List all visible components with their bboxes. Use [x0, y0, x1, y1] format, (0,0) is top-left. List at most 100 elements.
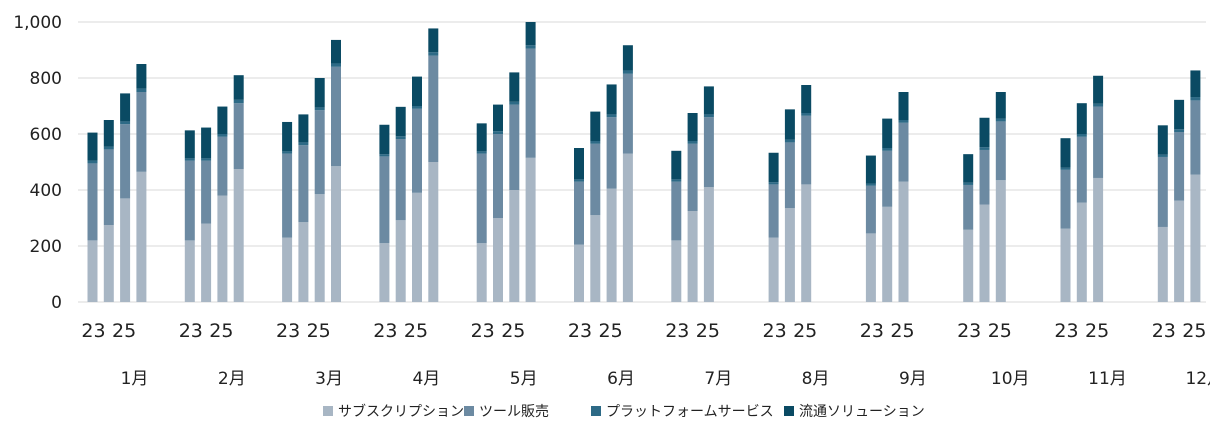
bar-segment [865, 183, 876, 186]
bar-segment [103, 225, 114, 302]
bar-segment [622, 153, 633, 302]
bar-segment [493, 131, 503, 134]
bar-segment [184, 158, 195, 161]
bar-segment [379, 156, 390, 244]
bar-segment [1076, 202, 1087, 302]
bar-segment [1060, 169, 1071, 229]
month-label: 10月 [991, 369, 1030, 389]
bar-segment [428, 55, 439, 162]
bar-segment [184, 130, 195, 159]
bar-segment [687, 143, 698, 211]
bar-segment [768, 184, 779, 238]
bar-segment [136, 64, 147, 89]
bar-segment [217, 136, 228, 196]
bar-segment [574, 181, 584, 245]
bar-segment [1076, 136, 1087, 203]
bar-segment [963, 182, 974, 185]
bar-segment [606, 117, 617, 189]
legend-label: ツール販売 [479, 404, 549, 420]
bar-segment [509, 101, 520, 105]
bar-segment [314, 110, 325, 195]
bar-segment [87, 132, 98, 161]
bar-segment [995, 180, 1006, 302]
y-tick-label: 1,000 [13, 13, 62, 33]
bar-segment [622, 45, 633, 71]
bar-segment [184, 160, 195, 241]
legend-swatch [323, 406, 333, 416]
bar-segment [979, 147, 990, 150]
month-label: 7月 [704, 369, 732, 389]
bar-segment [963, 154, 974, 183]
bar-segment [703, 117, 714, 188]
month-labels: 1月 2月 3月 4月 5月 6月 7月 8月 9月 10月 11月 12月 [121, 369, 1210, 389]
bar-segment [233, 75, 244, 100]
bar-segment [590, 143, 601, 216]
bar-segment [687, 113, 698, 141]
legend-swatch [784, 406, 794, 416]
bar-segment [865, 185, 876, 234]
legend-swatch [591, 406, 601, 416]
bar-segment [1076, 103, 1087, 134]
bar-segment [1093, 103, 1104, 107]
bar-segment [687, 141, 698, 144]
bar-segment [590, 141, 601, 144]
bar-segment [217, 134, 228, 137]
bar-segment [412, 76, 422, 106]
bar-segment [622, 70, 633, 74]
bar-segment [801, 113, 812, 116]
year-label: 23 [81, 320, 105, 342]
bar-segment [298, 222, 309, 302]
bar-segment [784, 139, 795, 143]
bar-segment [87, 160, 98, 164]
bar-segment [201, 127, 212, 159]
year-label: 23 [957, 320, 981, 342]
bar-segment [784, 142, 795, 209]
bar-segment [590, 215, 601, 302]
bar-segment [687, 211, 698, 302]
bar-segment [412, 106, 422, 109]
bar-segment [525, 22, 536, 46]
bar-segment [606, 114, 617, 118]
bar-segment [331, 66, 341, 167]
bar-segment [768, 182, 779, 185]
bar-segment [1157, 125, 1168, 155]
bar-segment [136, 92, 147, 172]
bar-segment [898, 92, 909, 120]
bars [87, 22, 1201, 302]
bar-segment [379, 243, 390, 302]
gridlines [78, 21, 1206, 303]
bar-segment [184, 240, 195, 302]
bar-segment [379, 154, 390, 157]
bar-segment [1174, 99, 1185, 130]
year-label: 25 [112, 320, 136, 342]
bar-segment [979, 149, 990, 205]
bar-segment [282, 151, 293, 154]
bar-segment [395, 139, 406, 221]
bar-segment [574, 179, 584, 182]
bar-segment [995, 92, 1006, 119]
year-label: 25 [501, 320, 525, 342]
bar-segment [963, 184, 974, 230]
bar-segment [671, 150, 682, 180]
bar-segment [282, 237, 293, 302]
bar-segment [120, 198, 131, 302]
bar-segment [136, 88, 147, 92]
year-label: 25 [793, 320, 817, 342]
bar-segment [476, 151, 487, 154]
bar-segment [120, 93, 131, 122]
bar-segment [963, 229, 974, 302]
year-label: 25 [599, 320, 623, 342]
bar-segment [428, 52, 439, 56]
bar-segment [1157, 154, 1168, 157]
bar-segment [671, 179, 682, 182]
bar-segment [428, 28, 439, 53]
bar-segment [395, 106, 406, 137]
bar-segment [784, 109, 795, 140]
bar-segment [1093, 106, 1104, 178]
year-label: 23 [860, 320, 884, 342]
year-label: 25 [890, 320, 914, 342]
bar-segment [1076, 134, 1087, 137]
year-labels: 23 25 23 25 23 25 23 25 23 25 23 25 23 25 23 25 23 25 23 25… [81, 320, 1206, 342]
bar-segment [1093, 177, 1104, 302]
